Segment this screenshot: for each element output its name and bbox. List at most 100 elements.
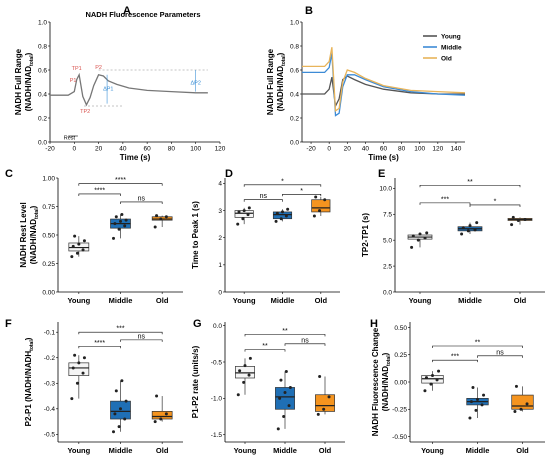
y-tick-label: 0.0 <box>213 323 222 330</box>
y-tick-label: 10.0 <box>379 186 392 193</box>
data-point-old <box>155 394 159 398</box>
x-tick-label: 100 <box>414 146 425 153</box>
data-point-old <box>513 409 517 413</box>
x-tick-label: 20 <box>344 146 352 153</box>
category-label: Middle <box>466 446 490 455</box>
data-point-middle <box>112 430 115 434</box>
data-point-young <box>423 389 427 393</box>
significance-label: **** <box>94 187 105 194</box>
significance-label: *** <box>451 354 459 361</box>
chart-title: NADH Fluorescence Parameters <box>85 10 200 19</box>
box-middle <box>275 387 295 410</box>
data-point-middle <box>286 207 290 211</box>
data-point-young <box>70 255 74 259</box>
data-point-middle <box>474 408 478 412</box>
y-axis-title-subscript: total <box>34 208 40 219</box>
panel-letter: A <box>123 5 131 17</box>
x-tick-label: 40 <box>362 146 370 153</box>
panel-letter: C <box>5 168 13 180</box>
category-label: Young <box>409 296 432 305</box>
data-point-middle <box>123 224 127 228</box>
data-point-old <box>155 214 159 218</box>
x-tick-label: -20 <box>306 146 316 153</box>
x-tick-label: 60 <box>380 146 388 153</box>
panel-letter: D <box>225 168 233 180</box>
x-tick-label: 0 <box>72 146 76 153</box>
y-tick-label: 1.0 <box>290 19 299 26</box>
data-point-young <box>437 369 441 373</box>
data-point-old <box>510 223 514 227</box>
legend-label: Old <box>441 55 452 62</box>
significance-bracket <box>243 199 283 202</box>
significance-label: ** <box>475 340 481 347</box>
x-tick-label: 0 <box>327 146 331 153</box>
data-point-young <box>423 236 427 240</box>
data-point-old <box>519 407 523 411</box>
y-tick-label: 0.6 <box>38 67 47 74</box>
data-point-old <box>318 209 322 213</box>
significance-bracket <box>432 359 478 363</box>
category-label: Young <box>421 446 444 455</box>
y-tick-label: 2 <box>218 235 222 242</box>
x-tick-label: 100 <box>190 146 201 153</box>
y-tick-label: 0.2 <box>38 115 47 122</box>
y-axis-title-line1: NADH Full Range <box>266 48 275 115</box>
y-axis-title-part: P2-P1 (NADH/NADH <box>24 351 33 427</box>
significance-label: ns <box>138 195 146 202</box>
y-tick-label: 0.8 <box>290 43 299 50</box>
significance-label: **** <box>94 340 105 347</box>
y-tick-label: -0.5 <box>211 359 223 366</box>
data-point-young <box>238 369 242 373</box>
data-point-young <box>410 245 414 249</box>
y-tick-label: -1.0 <box>211 396 223 403</box>
y-axis-title: TP2-TP1 (s) <box>361 213 370 257</box>
data-point-young <box>424 376 428 380</box>
data-point-middle <box>482 393 486 397</box>
y-tick-label: 7.5 <box>383 212 392 219</box>
data-point-middle <box>120 212 124 216</box>
y-tick-label: 2.5 <box>383 263 392 270</box>
data-point-middle <box>279 217 283 221</box>
category-label: Old <box>315 296 328 305</box>
category-label: Young <box>233 296 256 305</box>
y-tick-label: 0.00 <box>42 289 55 296</box>
data-point-middle <box>276 427 280 431</box>
y-axis-title-end: ) <box>276 52 285 55</box>
significance-bracket <box>244 334 326 337</box>
data-point-middle <box>113 412 117 416</box>
data-point-young <box>247 373 251 377</box>
data-point-middle <box>480 403 484 407</box>
significance-label: * <box>281 178 284 185</box>
data-point-young <box>242 380 246 384</box>
y-axis-title-line2: (NADH/NADtotal) <box>29 205 40 264</box>
box-old <box>311 199 331 213</box>
x-axis-title: Time (s) <box>368 153 399 162</box>
y-tick-label: 4 <box>218 181 222 188</box>
significance-bracket <box>469 204 521 207</box>
data-point-middle <box>473 228 477 232</box>
data-point-young <box>248 356 252 360</box>
y-tick-label: 1.0 <box>38 19 47 26</box>
data-point-young <box>77 361 81 365</box>
y-axis-title-subscript: total <box>281 55 287 66</box>
category-label: Middle <box>458 296 482 305</box>
y-axis-title: Time to Peak 1 (s) <box>191 201 200 269</box>
x-tick-label: 140 <box>451 146 462 153</box>
data-point-young <box>416 238 420 242</box>
y-tick-label: 0.2 <box>290 115 299 122</box>
data-point-middle <box>274 219 278 223</box>
panel-letter: H <box>370 318 378 330</box>
significance-bracket <box>120 339 163 342</box>
y-tick-label: 0.25 <box>42 261 55 268</box>
panel-letter: B <box>305 5 313 17</box>
data-point-young <box>425 231 429 235</box>
y-tick-label: -0.2 <box>44 355 56 362</box>
x-tick-label: 120 <box>432 146 443 153</box>
data-point-middle <box>279 378 283 382</box>
category-label: Old <box>156 446 169 455</box>
panel-letter: G <box>193 318 202 330</box>
data-point-middle <box>114 215 118 219</box>
data-point-middle <box>283 391 287 395</box>
data-point-old <box>153 420 157 424</box>
